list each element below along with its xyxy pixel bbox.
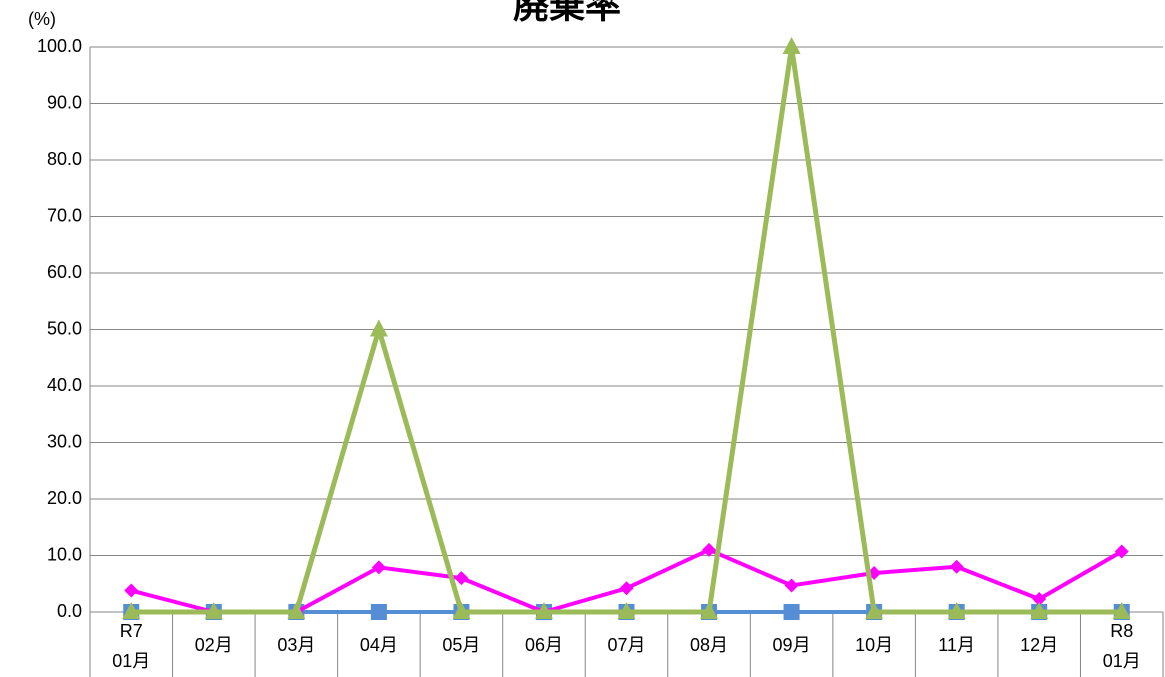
x-tick-label: 02月	[195, 635, 233, 655]
x-tick-label: 04月	[360, 635, 398, 655]
x-tick-label: 07月	[607, 635, 645, 655]
marker	[784, 578, 799, 593]
x-tick-label: 11月	[938, 635, 975, 655]
y-tick-label: 80.0	[47, 149, 82, 169]
x-tick-label: 10月	[855, 635, 893, 655]
marker	[122, 602, 141, 619]
marker	[1032, 592, 1047, 607]
y-tick-label: 70.0	[47, 205, 82, 225]
marker	[204, 602, 223, 619]
y-tick-label: 40.0	[47, 375, 82, 395]
y-tick-label: 60.0	[47, 262, 82, 282]
marker	[700, 602, 719, 619]
x-tick-label: 08月	[690, 635, 728, 655]
y-tick-label: 50.0	[47, 318, 82, 338]
x-tick-label: 06月	[525, 635, 563, 655]
marker	[534, 602, 553, 619]
marker	[782, 37, 801, 54]
marker	[1112, 602, 1131, 619]
marker	[287, 602, 306, 619]
y-axis-label: (%)	[28, 9, 56, 29]
marker	[371, 560, 386, 575]
marker	[370, 604, 387, 620]
y-tick-label: 10.0	[47, 544, 82, 564]
y-tick-label: 0.0	[57, 601, 82, 621]
x-tick-label: R7	[120, 621, 143, 641]
marker	[1114, 544, 1129, 559]
x-tick-label: 12月	[1020, 635, 1058, 655]
marker	[947, 602, 966, 619]
y-tick-label: 100.0	[37, 36, 82, 56]
marker	[454, 571, 469, 586]
x-tick-label: 03月	[277, 635, 315, 655]
y-tick-label: 90.0	[47, 92, 82, 112]
marker	[617, 602, 636, 619]
marker	[702, 542, 717, 557]
marker	[124, 583, 139, 598]
marker	[369, 319, 388, 337]
chart-title: 廃棄率	[513, 0, 621, 26]
marker	[783, 604, 800, 620]
x-tick-label: 01月	[1103, 651, 1141, 671]
marker	[865, 602, 884, 619]
marker	[452, 602, 471, 619]
y-tick-label: 20.0	[47, 488, 82, 508]
x-tick-label: 01月	[112, 651, 150, 671]
x-tick-label: 09月	[773, 635, 811, 655]
x-tick-label: 05月	[442, 635, 480, 655]
y-tick-label: 30.0	[47, 431, 82, 451]
marker	[949, 559, 964, 574]
marker	[1030, 602, 1049, 619]
x-tick-label: R8	[1110, 621, 1133, 641]
marker	[619, 581, 634, 596]
